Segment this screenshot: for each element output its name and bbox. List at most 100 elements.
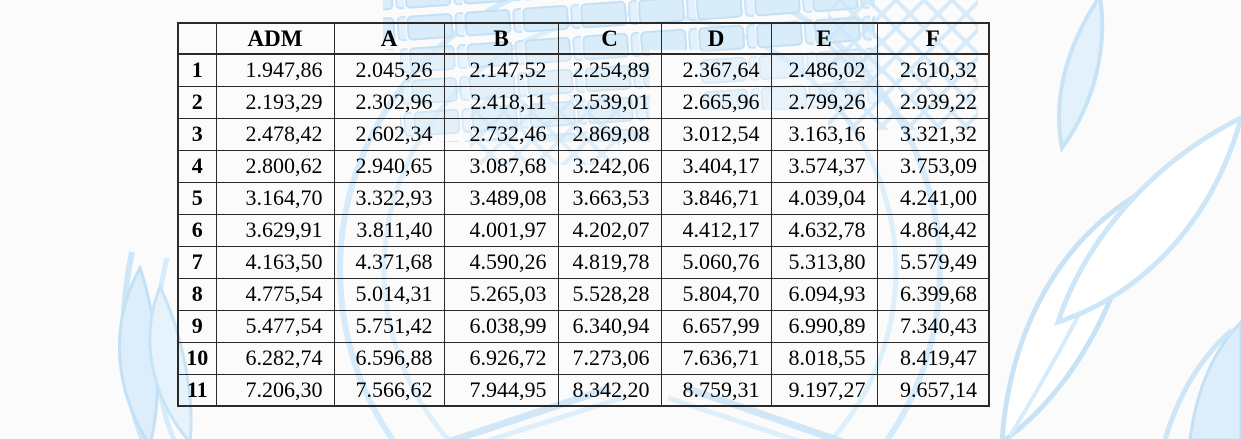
value-cell: 2.799,26 bbox=[770, 85, 878, 119]
table-row: 11 7.206,30 7.566,62 7.944,95 8.342,20 8.759,… bbox=[177, 373, 990, 407]
value-cell: 6.094,93 bbox=[770, 277, 878, 311]
row-number-cell: 2 bbox=[177, 85, 217, 119]
value-cell: 3.846,71 bbox=[660, 181, 772, 215]
column-header-adm: ADM bbox=[215, 22, 335, 55]
value-cell: 3.322,93 bbox=[333, 181, 445, 215]
value-cell: 7.206,30 bbox=[215, 373, 335, 407]
value-cell: 2.800,62 bbox=[215, 149, 335, 183]
value-cell: 5.528,28 bbox=[557, 277, 662, 311]
value-cell: 2.045,26 bbox=[333, 53, 445, 87]
value-cell: 5.060,76 bbox=[660, 245, 772, 279]
value-cell: 6.399,68 bbox=[876, 277, 990, 311]
value-cell: 2.665,96 bbox=[660, 85, 772, 119]
value-cell: 5.265,03 bbox=[443, 277, 559, 311]
value-cell: 7.273,06 bbox=[557, 341, 662, 375]
row-number-cell: 7 bbox=[177, 245, 217, 279]
table-row: 7 4.163,50 4.371,68 4.590,26 4.819,78 5.060,7… bbox=[177, 245, 990, 279]
value-cell: 4.864,42 bbox=[876, 213, 990, 247]
value-cell: 3.321,32 bbox=[876, 117, 990, 151]
value-cell: 5.477,54 bbox=[215, 309, 335, 343]
value-cell: 7.944,95 bbox=[443, 373, 559, 407]
column-header-b: B bbox=[443, 22, 559, 55]
value-cell: 2.610,32 bbox=[876, 53, 990, 87]
value-cell: 7.636,71 bbox=[660, 341, 772, 375]
row-number-cell: 10 bbox=[177, 341, 217, 375]
value-cell: 5.313,80 bbox=[770, 245, 878, 279]
value-cell: 2.486,02 bbox=[770, 53, 878, 87]
value-cell: 4.412,17 bbox=[660, 213, 772, 247]
value-cell: 3.811,40 bbox=[333, 213, 445, 247]
salary-table: ADM A B C D E F 1 1.947,86 2.045,26 2.147,52 2.254… bbox=[177, 22, 990, 407]
table-row: 8 4.775,54 5.014,31 5.265,03 5.528,28 5.804,7… bbox=[177, 277, 990, 311]
value-cell: 3.163,16 bbox=[770, 117, 878, 151]
value-cell: 3.087,68 bbox=[443, 149, 559, 183]
value-cell: 6.926,72 bbox=[443, 341, 559, 375]
table-row: 1 1.947,86 2.045,26 2.147,52 2.254,89 2.367,6… bbox=[177, 53, 990, 87]
value-cell: 6.990,89 bbox=[770, 309, 878, 343]
value-cell: 2.193,29 bbox=[215, 85, 335, 119]
value-cell: 2.418,11 bbox=[443, 85, 559, 119]
value-cell: 8.419,47 bbox=[876, 341, 990, 375]
value-cell: 4.590,26 bbox=[443, 245, 559, 279]
value-cell: 3.404,17 bbox=[660, 149, 772, 183]
value-cell: 3.574,37 bbox=[770, 149, 878, 183]
value-cell: 4.819,78 bbox=[557, 245, 662, 279]
value-cell: 2.869,08 bbox=[557, 117, 662, 151]
value-cell: 2.478,42 bbox=[215, 117, 335, 151]
value-cell: 3.164,70 bbox=[215, 181, 335, 215]
value-cell: 8.342,20 bbox=[557, 373, 662, 407]
row-number-cell: 11 bbox=[177, 373, 217, 407]
table-row: 3 2.478,42 2.602,34 2.732,46 2.869,08 3.012,5… bbox=[177, 117, 990, 151]
value-cell: 6.038,99 bbox=[443, 309, 559, 343]
row-number-cell: 5 bbox=[177, 181, 217, 215]
value-cell: 2.539,01 bbox=[557, 85, 662, 119]
value-cell: 3.663,53 bbox=[557, 181, 662, 215]
column-header-c: C bbox=[557, 22, 662, 55]
value-cell: 9.657,14 bbox=[876, 373, 990, 407]
row-number-cell: 9 bbox=[177, 309, 217, 343]
value-cell: 4.371,68 bbox=[333, 245, 445, 279]
value-cell: 9.197,27 bbox=[770, 373, 878, 407]
column-header-f: F bbox=[876, 22, 990, 55]
value-cell: 4.039,04 bbox=[770, 181, 878, 215]
value-cell: 2.940,65 bbox=[333, 149, 445, 183]
value-cell: 7.566,62 bbox=[333, 373, 445, 407]
row-number-header bbox=[177, 22, 217, 55]
column-header-d: D bbox=[660, 22, 772, 55]
row-number-cell: 3 bbox=[177, 117, 217, 151]
table-body: 1 1.947,86 2.045,26 2.147,52 2.254,89 2.367,6… bbox=[177, 53, 990, 407]
value-cell: 2.147,52 bbox=[443, 53, 559, 87]
value-cell: 2.939,22 bbox=[876, 85, 990, 119]
value-cell: 3.629,91 bbox=[215, 213, 335, 247]
table-row: 6 3.629,91 3.811,40 4.001,97 4.202,07 4.412,1… bbox=[177, 213, 990, 247]
column-header-a: A bbox=[333, 22, 445, 55]
value-cell: 5.014,31 bbox=[333, 277, 445, 311]
value-cell: 2.602,34 bbox=[333, 117, 445, 151]
value-cell: 3.242,06 bbox=[557, 149, 662, 183]
value-cell: 4.632,78 bbox=[770, 213, 878, 247]
column-header-e: E bbox=[770, 22, 878, 55]
value-cell: 3.012,54 bbox=[660, 117, 772, 151]
table-row: 4 2.800,62 2.940,65 3.087,68 3.242,06 3.404,1… bbox=[177, 149, 990, 183]
value-cell: 2.732,46 bbox=[443, 117, 559, 151]
value-cell: 6.596,88 bbox=[333, 341, 445, 375]
value-cell: 4.775,54 bbox=[215, 277, 335, 311]
table-row: 5 3.164,70 3.322,93 3.489,08 3.663,53 3.846,7… bbox=[177, 181, 990, 215]
row-number-cell: 1 bbox=[177, 53, 217, 87]
value-cell: 7.340,43 bbox=[876, 309, 990, 343]
row-number-cell: 4 bbox=[177, 149, 217, 183]
table-header-row: ADM A B C D E F bbox=[177, 22, 990, 55]
value-cell: 5.579,49 bbox=[876, 245, 990, 279]
table-row: 2 2.193,29 2.302,96 2.418,11 2.539,01 2.665,9… bbox=[177, 85, 990, 119]
value-cell: 2.367,64 bbox=[660, 53, 772, 87]
value-cell: 2.254,89 bbox=[557, 53, 662, 87]
row-number-cell: 6 bbox=[177, 213, 217, 247]
value-cell: 4.001,97 bbox=[443, 213, 559, 247]
value-cell: 6.340,94 bbox=[557, 309, 662, 343]
value-cell: 8.759,31 bbox=[660, 373, 772, 407]
table-row: 9 5.477,54 5.751,42 6.038,99 6.340,94 6.657,9… bbox=[177, 309, 990, 343]
value-cell: 3.489,08 bbox=[443, 181, 559, 215]
value-cell: 8.018,55 bbox=[770, 341, 878, 375]
row-number-cell: 8 bbox=[177, 277, 217, 311]
